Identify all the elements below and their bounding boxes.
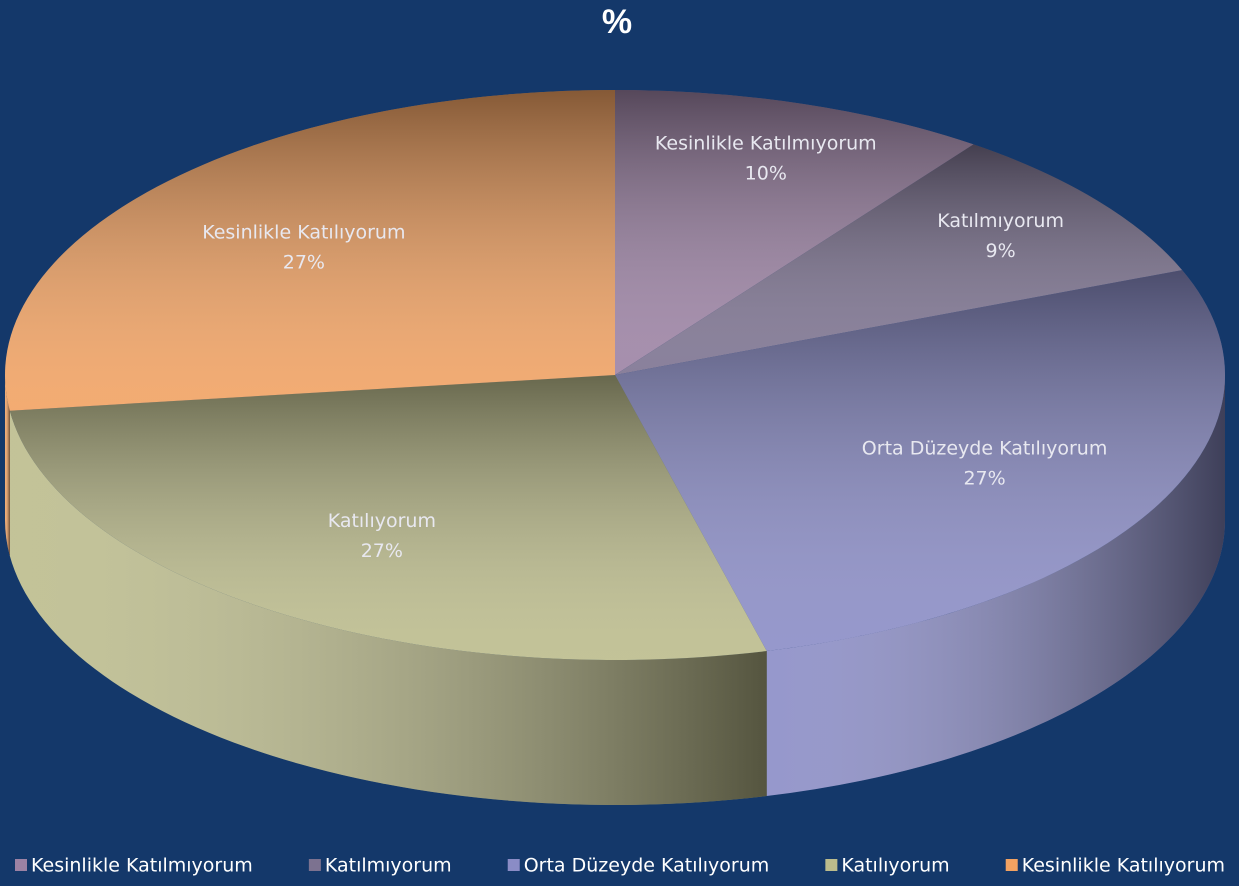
- legend-label: Orta Düzeyde Katılıyorum: [524, 855, 770, 877]
- data-label-name: Katılıyorum: [328, 510, 436, 532]
- slice-side-shade: [766, 375, 1225, 797]
- legend-label: Kesinlikle Katılıyorum: [1022, 855, 1225, 877]
- slice-shade: [4, 90, 615, 411]
- legend-swatch: [825, 859, 838, 871]
- legend-swatch: [308, 859, 321, 871]
- legend-label: Kesinlikle Katılmıyorum: [31, 855, 253, 877]
- slice-side-shade: [5, 375, 10, 556]
- legend-label: Katılıyorum: [841, 855, 949, 877]
- chart-title: %: [602, 3, 632, 41]
- data-label-name: Kesinlikle Katılıyorum: [202, 221, 405, 243]
- legend-swatch: [507, 859, 520, 871]
- data-label-name: Kesinlikle Katılmıyorum: [655, 133, 877, 155]
- slice-shade: [615, 144, 1183, 375]
- data-label-value: 10%: [745, 163, 787, 185]
- data-label-name: Orta Düzeyde Katılıyorum: [862, 437, 1108, 459]
- data-label-value: 27%: [963, 467, 1005, 489]
- legend-label: Katılmıyorum: [325, 855, 452, 877]
- data-label-name: Katılmıyorum: [937, 210, 1064, 232]
- slice-shade: [9, 375, 767, 661]
- legend-swatch: [15, 859, 27, 871]
- slice-side-shade: [9, 410, 767, 805]
- data-label-value: 27%: [361, 540, 403, 562]
- data-label-value: 9%: [986, 240, 1016, 262]
- data-label-value: 27%: [283, 251, 325, 273]
- slice-shade: [615, 90, 974, 375]
- slice-shade: [615, 270, 1226, 652]
- legend-swatch: [1005, 859, 1018, 871]
